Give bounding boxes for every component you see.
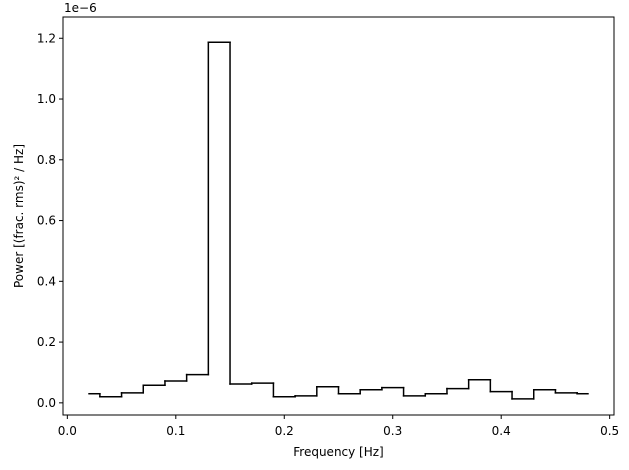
y-tick-label: 0.6 [37,214,56,228]
y-tick-label: 0.8 [37,153,56,167]
x-tick-label: 0.2 [275,424,294,438]
x-tick-label: 0.3 [383,424,402,438]
x-tick-label: 0.4 [492,424,511,438]
x-tick-label: 0.5 [600,424,619,438]
x-axis-label: Frequency [Hz] [293,445,384,459]
x-tick-label: 0.1 [166,424,185,438]
y-tick-label: 0.0 [37,396,56,410]
y-tick-label: 0.4 [37,274,56,288]
x-tick-label: 0.0 [58,424,77,438]
y-tick-label: 1.2 [37,31,56,45]
y-axis-label: Power [(frac. rms)² / Hz] [12,144,26,288]
y-offset-label: 1e−6 [64,1,97,15]
y-tick-label: 0.2 [37,335,56,349]
axes-frame [62,16,615,416]
y-tick-label: 1.0 [37,92,56,106]
